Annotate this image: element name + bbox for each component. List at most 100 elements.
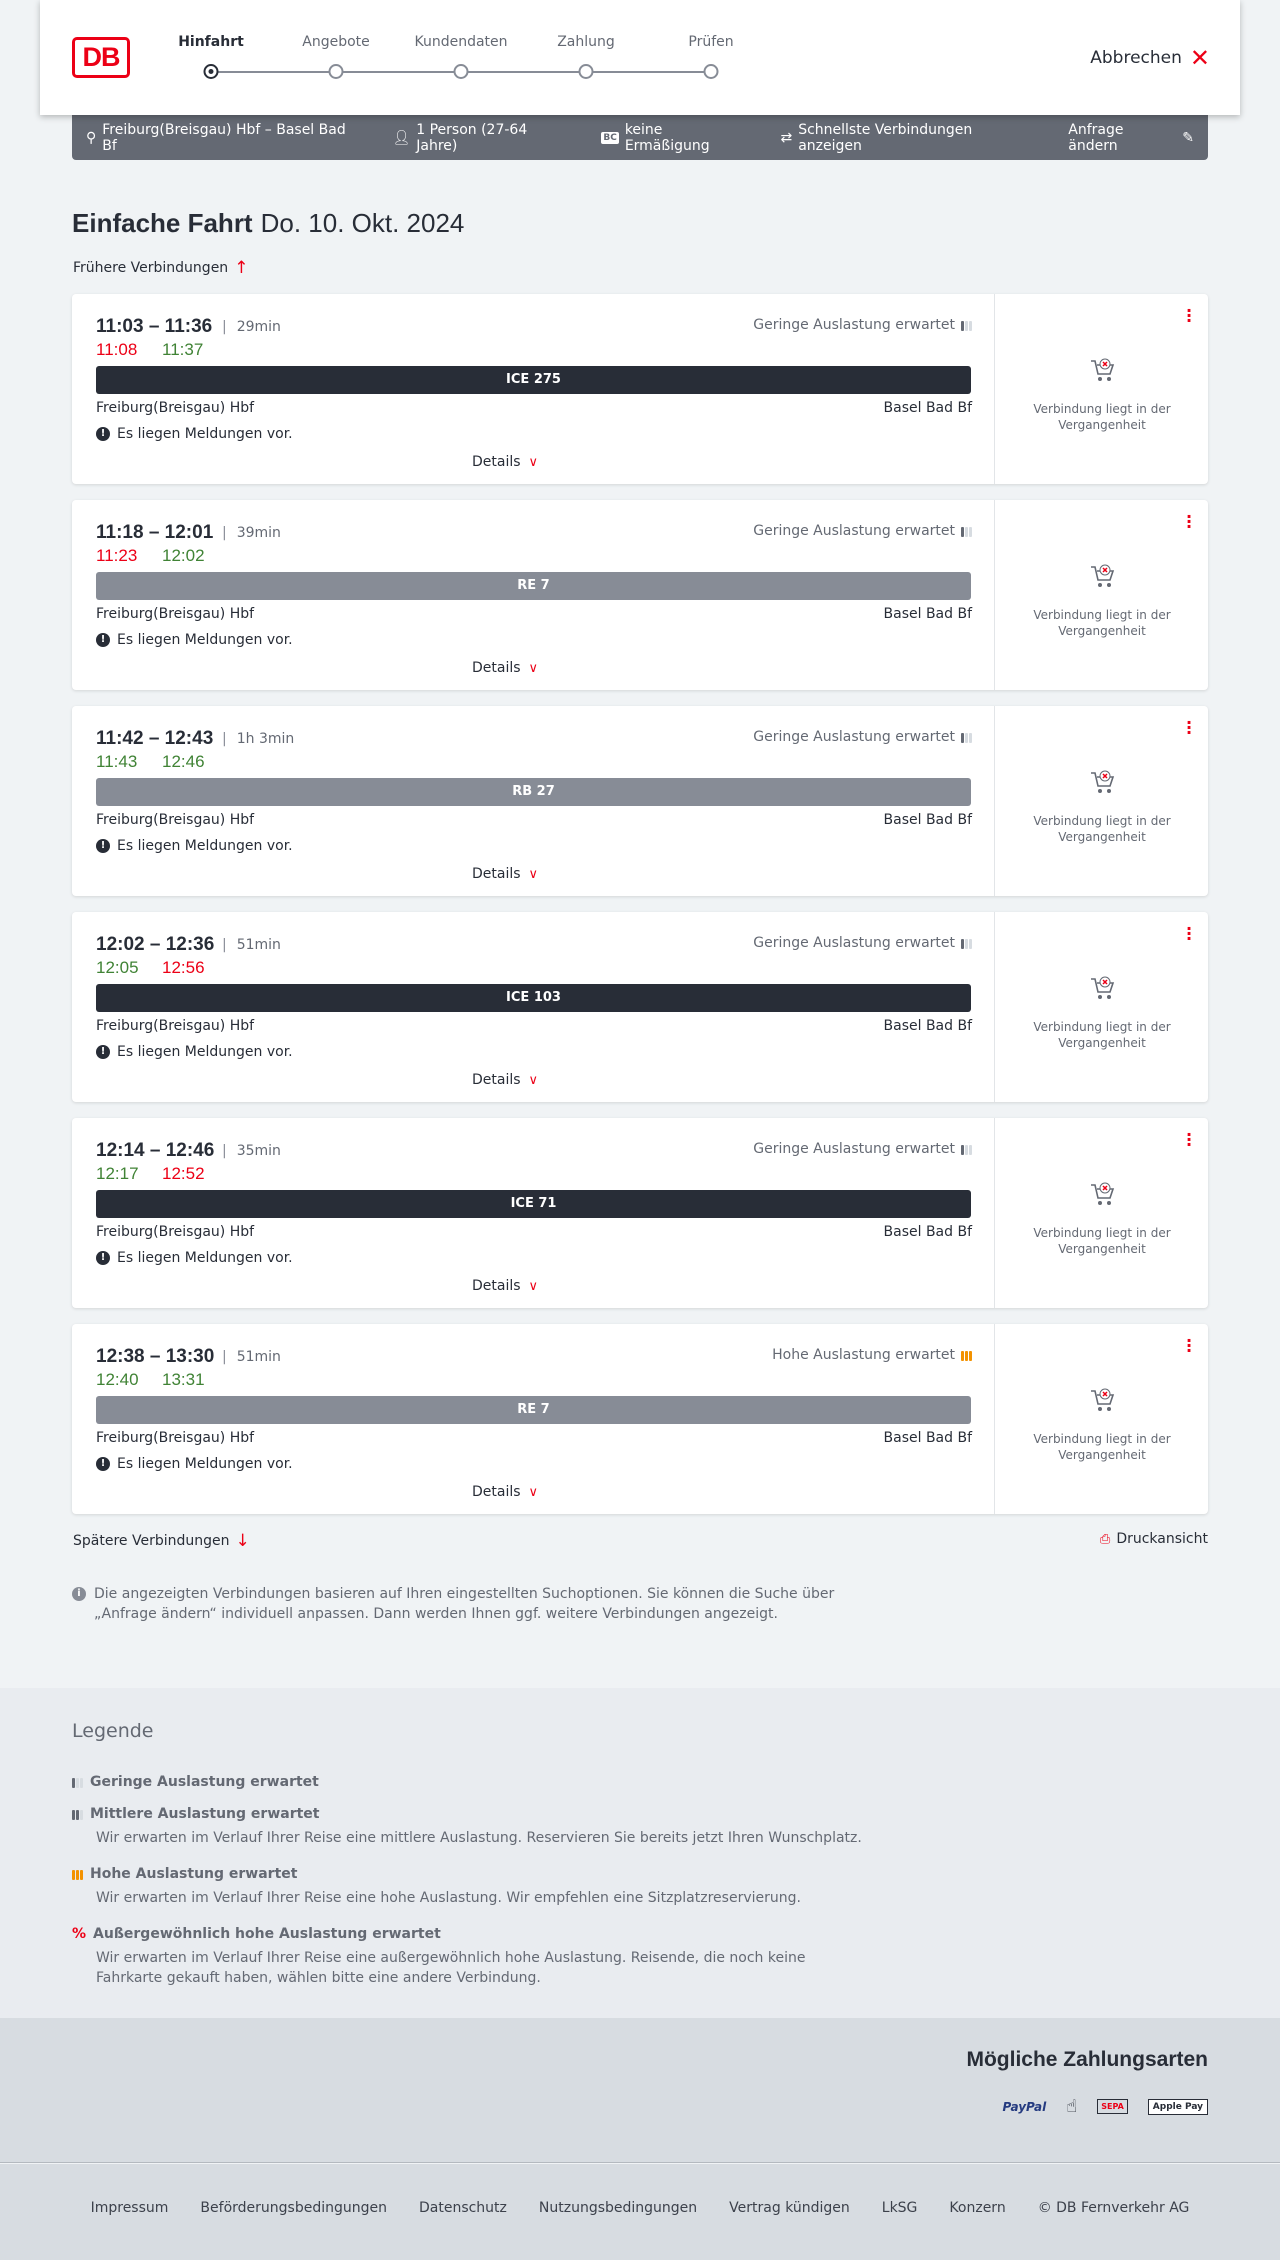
footer-link[interactable]: Datenschutz — [418, 2200, 507, 2216]
step-angebote: Angebote — [302, 34, 370, 50]
connection-card[interactable]: 11:03 – 11:36 29min 11:08 11:37 Geringe … — [72, 294, 1208, 484]
later-label: Spätere Verbindungen — [73, 1533, 230, 1549]
alert-icon: ! — [96, 633, 110, 647]
legend-item-title: Außergewöhnlich hohe Auslastung erwartet — [93, 1926, 441, 1942]
origin-station: Freiburg(Breisgau) Hbf — [96, 606, 255, 622]
cancel-label: Abbrechen — [1090, 48, 1182, 68]
arrow-up-icon: ↑ — [234, 258, 249, 278]
apple-pay-icon: Apple Pay — [1147, 2098, 1208, 2115]
footer: Impressum Beförderungsbedingungen Datensch… — [0, 2164, 1280, 2260]
notice-text: Es liegen Meldungen vor. — [117, 632, 293, 648]
discount-text: keine Ermäßigung — [624, 121, 710, 154]
duration: 39min — [222, 525, 281, 541]
legend-item-desc: Wir erwarten im Verlauf Ihrer Reise eine… — [96, 1950, 806, 1986]
more-options-icon[interactable]: · · · — [1186, 1331, 1193, 1360]
cancel-button[interactable]: Abbrechen ✕ — [1090, 46, 1210, 70]
legend-item: Mittlere Auslastung erwartet Wir erwarte… — [72, 1806, 872, 1848]
footer-link[interactable]: © DB Fernverkehr AG — [1037, 2200, 1190, 2216]
footer-link[interactable]: Konzern — [949, 2200, 1006, 2216]
pencil-icon: ✎ — [1182, 129, 1194, 146]
print-view-link[interactable]: ⎙ Druckansicht — [1100, 1531, 1208, 1547]
more-options-icon[interactable]: · · · — [1186, 919, 1193, 948]
legend-section: Legende Geringe Auslastung erwartet Mitt… — [0, 1688, 1280, 2018]
footer-link[interactable]: Vertrag kündigen — [729, 2200, 850, 2216]
train-bar: RE 7 — [96, 1396, 971, 1424]
footer-link[interactable]: Nutzungsbedingungen — [538, 2200, 698, 2216]
offer-panel: · · · Verbindung liegt in der Vergangenhei… — [994, 500, 1208, 690]
step-dot — [453, 64, 469, 79]
details-label: Details — [472, 454, 521, 470]
cart-unavailable-icon — [1091, 770, 1115, 793]
details-toggle[interactable]: Details ∨ — [472, 1278, 538, 1294]
step-dot — [328, 64, 344, 79]
credit-card-icon: ☝ — [1066, 2096, 1078, 2117]
db-logo[interactable]: DB — [72, 37, 130, 78]
route-text: Freiburg(Breisgau) Hbf – Basel Bad Bf — [102, 121, 346, 154]
load-text: Hohe Auslastung erwartet — [772, 1347, 955, 1363]
details-toggle[interactable]: Details ∨ — [472, 454, 538, 470]
details-toggle[interactable]: Details ∨ — [472, 1072, 538, 1088]
scheduled-times: 11:03 – 11:36 — [96, 316, 213, 337]
realtime-arrival: 12:52 — [162, 1164, 205, 1183]
sepa-icon: SEPA — [1097, 2099, 1128, 2114]
connection-card[interactable]: 12:14 – 12:46 35min 12:17 12:52 Geringe … — [72, 1118, 1208, 1308]
train-bar: ICE 103 — [96, 984, 971, 1012]
details-toggle[interactable]: Details ∨ — [472, 660, 538, 676]
legend-item: Hohe Auslastung erwartet Wir erwarten im… — [72, 1866, 872, 1908]
realtime-departure: 12:40 — [96, 1370, 139, 1389]
trip-type: Einfache Fahrt — [72, 208, 253, 238]
notice: ! Es liegen Meldungen vor. — [96, 838, 293, 854]
connection-card[interactable]: 12:02 – 12:36 51min 12:05 12:56 Geringe … — [72, 912, 1208, 1102]
past-connection-status: Verbindung liegt in der Vergangenheit — [1033, 1020, 1171, 1050]
query-route: ⚲ Freiburg(Breisgau) Hbf – Basel Bad Bf — [86, 122, 362, 154]
legend-item: % Außergewöhnlich hohe Auslastung erwarte… — [72, 1926, 872, 1988]
load-text: Geringe Auslastung erwartet — [753, 729, 955, 745]
origin-station: Freiburg(Breisgau) Hbf — [96, 812, 255, 828]
more-options-icon[interactable]: · · · — [1186, 713, 1193, 742]
details-toggle[interactable]: Details ∨ — [472, 866, 538, 882]
cart-unavailable-icon — [1091, 564, 1115, 587]
load-indicator: Geringe Auslastung erwartet — [753, 523, 972, 539]
destination-station: Basel Bad Bf — [883, 400, 972, 416]
scheduled-times: 12:38 – 13:30 — [96, 1346, 215, 1367]
more-options-icon[interactable]: · · · — [1186, 507, 1193, 536]
cart-unavailable-icon — [1091, 976, 1115, 999]
footer-link[interactable]: Impressum — [90, 2200, 169, 2216]
footer-link[interactable]: LkSG — [881, 2200, 918, 2216]
past-connection-status: Verbindung liegt in der Vergangenheit — [1033, 1432, 1171, 1462]
realtime-departure: 11:23 — [96, 546, 138, 565]
earlier-connections-link[interactable]: Frühere Verbindungen ↑ — [73, 258, 248, 278]
offer-panel: · · · Verbindung liegt in der Vergangenhei… — [994, 294, 1208, 484]
notice-text: Es liegen Meldungen vor. — [117, 426, 293, 442]
query-bar: ⚲ Freiburg(Breisgau) Hbf – Basel Bad Bf 👤… — [72, 115, 1208, 160]
query-fastest[interactable]: ⇄ Schnellste Verbindungen anzeigen — [780, 122, 1038, 154]
notice: ! Es liegen Meldungen vor. — [96, 1456, 293, 1472]
connection-card[interactable]: 11:42 – 12:43 1h 3min 11:43 12:46 Gering… — [72, 706, 1208, 896]
details-toggle[interactable]: Details ∨ — [472, 1484, 538, 1500]
legend-title: Legende — [72, 1720, 154, 1742]
more-options-icon[interactable]: · · · — [1186, 301, 1193, 330]
load-text: Geringe Auslastung erwartet — [753, 1141, 955, 1157]
step-pruefen: Prüfen — [688, 34, 734, 50]
info-text: Die angezeigten Verbindungen basieren au… — [94, 1586, 835, 1622]
details-label: Details — [472, 1072, 521, 1088]
scheduled-times: 11:18 – 12:01 — [96, 522, 214, 543]
realtime-arrival: 12:02 — [162, 546, 205, 565]
step-hinfahrt: Hinfahrt — [178, 34, 244, 50]
edit-query-button[interactable]: Anfrage ändern ✎ — [1068, 122, 1194, 154]
swap-icon: ⇄ — [780, 129, 793, 146]
step-dot-current — [203, 64, 219, 79]
notice-text: Es liegen Meldungen vor. — [117, 1250, 293, 1266]
connection-card[interactable]: 12:38 – 13:30 51min 12:40 13:31 Hohe Aus… — [72, 1324, 1208, 1514]
load-indicator: Hohe Auslastung erwartet — [772, 1347, 972, 1363]
load-low-icon — [72, 1776, 83, 1788]
header: DB Hinfahrt Angebote Kundendaten Zahlung… — [40, 0, 1240, 115]
duration: 51min — [222, 1349, 281, 1365]
step-dot — [703, 64, 719, 79]
more-options-icon[interactable]: · · · — [1186, 1125, 1193, 1154]
footer-link[interactable]: Beförderungsbedingungen — [200, 2200, 387, 2216]
later-connections-link[interactable]: Spätere Verbindungen ↓ — [73, 1531, 250, 1551]
origin-station: Freiburg(Breisgau) Hbf — [96, 1224, 255, 1240]
connection-card[interactable]: 11:18 – 12:01 39min 11:23 12:02 Geringe … — [72, 500, 1208, 690]
notice-text: Es liegen Meldungen vor. — [117, 1044, 293, 1060]
